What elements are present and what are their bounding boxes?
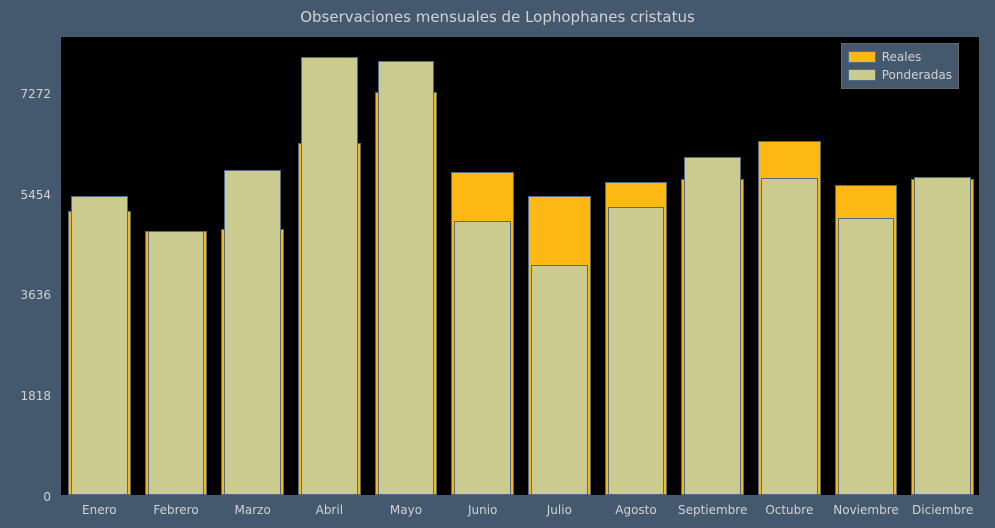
- bar-ponderadas: [71, 196, 128, 495]
- xtick-label: Abril: [316, 503, 343, 517]
- bar-ponderadas: [914, 177, 971, 495]
- figure: Observaciones mensuales de Lophophanes c…: [0, 0, 995, 528]
- legend-label: Reales: [882, 50, 922, 64]
- bar-ponderadas: [148, 231, 205, 495]
- bar-ponderadas: [454, 221, 511, 495]
- plot-axes: RealesPonderadas 01818363654547272EneroF…: [60, 36, 980, 496]
- bar-ponderadas: [761, 178, 818, 495]
- xtick-label: Mayo: [390, 503, 422, 517]
- legend-row: Reales: [848, 48, 952, 66]
- legend-patch: [848, 69, 876, 81]
- xtick-label: Diciembre: [912, 503, 973, 517]
- bar-ponderadas: [531, 265, 588, 495]
- bar-ponderadas: [301, 57, 358, 495]
- legend-patch: [848, 51, 876, 63]
- plot-area: [61, 37, 979, 495]
- xtick-label: Octubre: [765, 503, 813, 517]
- xtick-label: Marzo: [235, 503, 271, 517]
- xtick-label: Junio: [468, 503, 497, 517]
- bar-ponderadas: [684, 157, 741, 495]
- legend-row: Ponderadas: [848, 66, 952, 84]
- xtick-label: Noviembre: [833, 503, 899, 517]
- bar-ponderadas: [608, 207, 665, 495]
- bar-ponderadas: [224, 170, 281, 495]
- xtick-label: Agosto: [615, 503, 656, 517]
- bar-ponderadas: [378, 61, 435, 495]
- xtick-label: Enero: [82, 503, 117, 517]
- ytick-label: 5454: [1, 188, 51, 202]
- ytick-label: 0: [1, 490, 51, 504]
- chart-title: Observaciones mensuales de Lophophanes c…: [0, 8, 995, 26]
- bar-ponderadas: [838, 218, 895, 495]
- legend-label: Ponderadas: [882, 68, 952, 82]
- ytick-label: 3636: [1, 288, 51, 302]
- ytick-label: 7272: [1, 87, 51, 101]
- xtick-label: Febrero: [153, 503, 198, 517]
- legend: Reales Ponderadas: [841, 43, 959, 89]
- xtick-label: Septiembre: [678, 503, 747, 517]
- xtick-label: Julio: [547, 503, 572, 517]
- ytick-label: 1818: [1, 389, 51, 403]
